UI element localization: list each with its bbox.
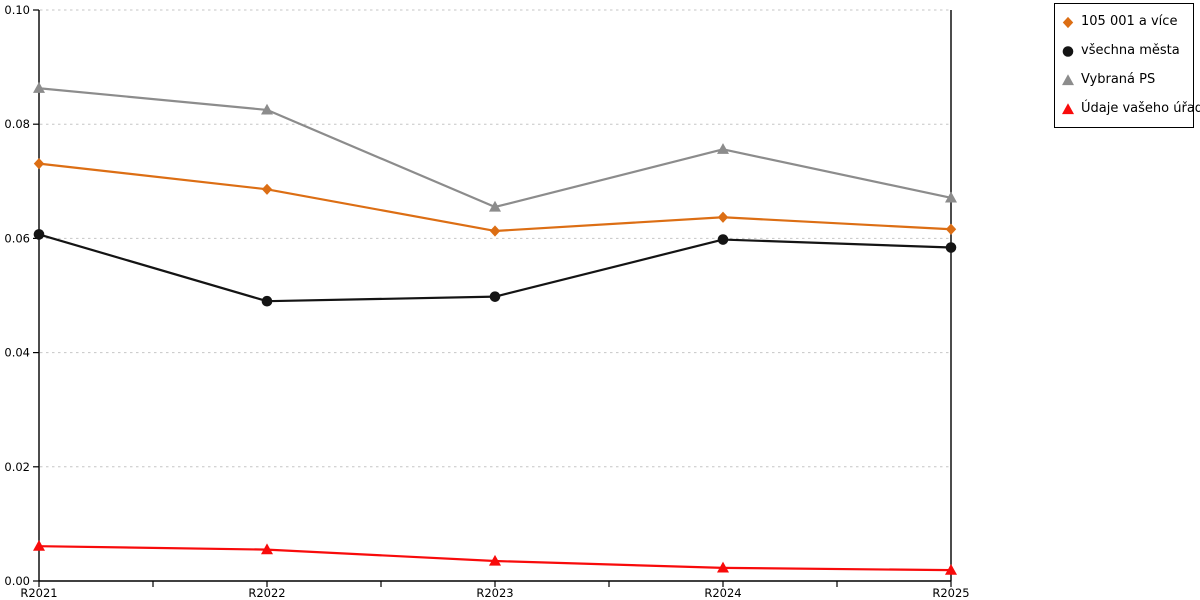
series-line: [38, 162, 952, 233]
circle-marker-icon: [261, 295, 273, 307]
circle-marker-icon: [1062, 46, 1074, 57]
triangle-marker-icon: [261, 103, 273, 115]
legend-item-udaje-vaseho-uradu: Údaje vašeho úřadu: [1060, 101, 1200, 117]
circle-marker-icon: [945, 242, 957, 253]
triangle-marker-icon: [489, 200, 501, 212]
triangle-marker-icon: [717, 561, 729, 573]
legend-label: všechna města: [1081, 42, 1180, 58]
diamond-marker-icon: [261, 183, 273, 195]
triangle-marker-icon: [1062, 103, 1074, 115]
x-tick-label: R2022: [248, 586, 285, 600]
triangle-marker-icon: [33, 539, 45, 551]
y-tick-label: 0.02: [4, 460, 30, 474]
x-tick-label: R2021: [20, 586, 57, 600]
diamond-marker-icon: [1060, 14, 1076, 30]
triangle-marker-icon: [1060, 101, 1076, 117]
legend-item-105-001-a-vice: 105 001 a více: [1060, 14, 1193, 30]
triangle-marker-icon: [1062, 74, 1074, 86]
triangle-marker-icon: [489, 554, 501, 566]
diamond-marker-icon: [717, 211, 729, 223]
legend-label: Údaje vašeho úřadu: [1081, 101, 1200, 117]
triangle-marker-icon: [261, 543, 273, 555]
triangle-marker-icon: [33, 82, 45, 93]
y-tick-label: 0.00: [4, 574, 30, 588]
circle-marker-icon: [33, 229, 45, 240]
y-tick-label: 0.10: [4, 3, 30, 17]
triangle-marker-icon: [1060, 72, 1076, 88]
y-tick-label: 0.08: [4, 117, 30, 131]
diamond-marker-icon: [945, 223, 957, 235]
series-line: [38, 233, 952, 303]
diamond-marker-icon: [33, 157, 45, 170]
legend-label: Vybraná PS: [1081, 72, 1156, 88]
triangle-marker-icon: [945, 191, 957, 203]
diamond-marker-icon: [489, 225, 501, 237]
x-tick-label: R2023: [476, 586, 513, 600]
y-tick-label: 0.04: [4, 346, 30, 360]
y-tick-label: 0.06: [4, 231, 30, 245]
circle-marker-icon: [1060, 43, 1076, 59]
legend: 105 001 a více všechna města Vybraná PS …: [1054, 3, 1200, 128]
diamond-marker-icon: [1062, 16, 1074, 28]
triangle-marker-icon: [945, 563, 957, 575]
circle-marker-icon: [717, 234, 729, 245]
circle-marker-icon: [489, 291, 501, 302]
legend-label: 105 001 a více: [1081, 13, 1178, 29]
triangle-marker-icon: [717, 143, 729, 154]
x-tick-label: R2025: [932, 586, 969, 600]
x-tick-label: R2024: [704, 586, 741, 600]
legend-item-vybrana-ps: Vybraná PS: [1060, 72, 1193, 88]
legend-item-vsechna-mesta: všechna města: [1060, 43, 1193, 59]
series-line: [38, 87, 952, 209]
